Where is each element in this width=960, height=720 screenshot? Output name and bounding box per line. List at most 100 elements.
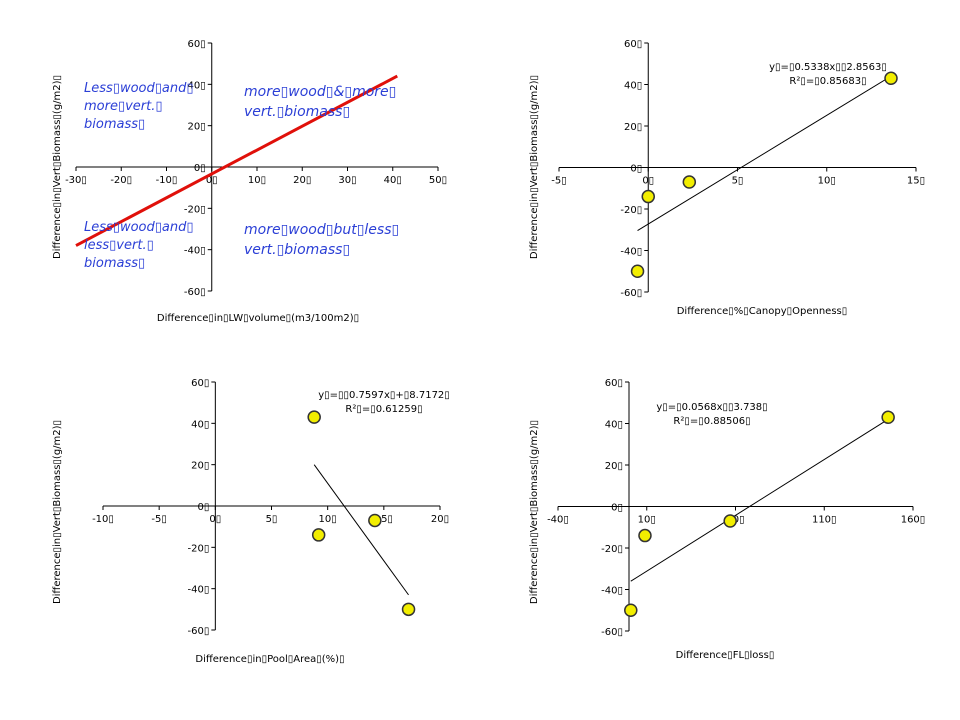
annotation-line: biomass▯ [84, 256, 145, 271]
y-tick-label: 40▯ [188, 80, 206, 91]
chart-panel-1: -60▯ -40▯ -20▯ 0▯ 20▯ 40▯ 60▯ -30▯ -20▯ -10▯ 0▯ 10▯… [52, 39, 447, 324]
x-tick-label: -40▯ [547, 515, 569, 526]
regression-equation: y▯=▯0.5338x▯▯2.8563▯ [769, 62, 887, 73]
x-tick-label: 20▯ [293, 175, 311, 186]
trend-line [637, 75, 892, 232]
annotation-line: more▯wood▯but▯less▯ [244, 222, 399, 238]
y-tick-label: -20▯ [184, 204, 206, 215]
x-tick-label: -20▯ [110, 175, 132, 186]
x-tick-label: 40▯ [384, 175, 402, 186]
x-tick-label: 15▯ [375, 514, 393, 525]
annotation-line: more▯wood▯&▯more▯ [244, 84, 396, 100]
x-tick-label: 0▯ [209, 514, 221, 525]
y-tick-label: 0▯ [197, 502, 209, 513]
data-point [307, 410, 321, 424]
y-tick-label: 60▯ [191, 378, 209, 389]
data-point [401, 602, 416, 617]
x-tick-label: 30▯ [338, 175, 356, 186]
annotation-line: biomass▯ [84, 117, 145, 132]
x-tick-label: -10▯ [92, 514, 114, 525]
trend-line [630, 418, 889, 582]
r-squared-label: R²▯=▯0.61259▯ [345, 404, 422, 415]
chart-panel-3: -60▯ -40▯ -20▯ 0▯ 20▯ 40▯ 60▯ -10▯ -5▯ 0▯ 5▯ 10▯ 15▯… [52, 378, 450, 665]
x-tick-label: 15▯ [907, 176, 925, 187]
trend-line [313, 464, 409, 596]
x-tick-label: -30▯ [65, 175, 87, 186]
y-tick-label: -60▯ [184, 287, 206, 298]
x-tick-label: 10▯ [248, 175, 266, 186]
chart-panel-4: -60▯-40▯-20▯0▯20▯40▯60▯-40▯10▯60▯110▯160… [529, 378, 925, 661]
y-tick-label: 20▯ [624, 122, 642, 133]
y-tick-label: -20▯ [187, 543, 209, 554]
data-point [368, 513, 382, 528]
x-axis-label: Difference▯%▯Canopy▯Openness▯ [677, 306, 848, 317]
x-axis-label: Difference▯in▯LW▯volume▯(m3/100m2)▯ [157, 313, 359, 324]
y-tick-label: -40▯ [601, 586, 623, 597]
data-point [881, 410, 895, 425]
y-axis-label: Difference▯in▯Vert▯Biomass▯(g/m2)▯ [529, 420, 540, 604]
x-tick-label: 110▯ [812, 515, 837, 526]
x-tick-label: -10▯ [156, 175, 178, 186]
y-tick-label: 60▯ [624, 39, 642, 50]
quadrant-annotation: Less▯wood▯and▯ less▯vert.▯ biomass▯ [84, 220, 194, 271]
annotation-line: Less▯wood▯and▯ [84, 220, 194, 235]
x-tick-label: 10▯ [638, 515, 656, 526]
y-tick-label: -40▯ [620, 247, 642, 258]
x-tick-label: 10▯ [818, 176, 836, 187]
data-point [630, 264, 645, 278]
y-axis-label: Difference▯in▯Vert▯Biomass▯(g/m2)▯ [52, 420, 63, 604]
annotation-line: more▯vert.▯ [84, 99, 163, 114]
y-tick-label: 20▯ [191, 461, 209, 472]
y-tick-label: -20▯ [620, 205, 642, 216]
y-tick-label: -60▯ [601, 627, 623, 638]
r-squared-label: R²▯=▯0.88506▯ [673, 416, 750, 427]
data-point [624, 603, 638, 617]
y-tick-label: -20▯ [601, 544, 623, 555]
data-point [641, 189, 655, 204]
quadrant-annotation: more▯wood▯but▯less▯ vert.▯biomass▯ [244, 222, 399, 258]
y-tick-label: 0▯ [630, 164, 642, 175]
y-tick-label: 60▯ [188, 39, 206, 50]
quadrant-annotation: more▯wood▯&▯more▯ vert.▯biomass▯ [244, 84, 396, 120]
y-tick-label: -60▯ [620, 288, 642, 299]
x-tick-label: 5▯ [732, 176, 744, 187]
y-axis-label: Difference▯in▯Vert▯Biomass▯(g/m2)▯ [529, 75, 540, 259]
y-tick-label: 20▯ [605, 461, 623, 472]
y-tick-label: -60▯ [187, 626, 209, 637]
y-tick-label: 40▯ [624, 81, 642, 92]
x-tick-label: 0▯ [206, 175, 218, 186]
y-tick-label: 0▯ [611, 503, 623, 514]
data-point [638, 528, 652, 543]
x-tick-label: -5▯ [151, 514, 166, 525]
quadrant-annotation: Less▯wood▯and▯ more▯vert.▯ biomass▯ [84, 81, 194, 132]
x-axis-label: Difference▯in▯Pool▯Area▯(%)▯ [195, 654, 344, 665]
annotation-line: less▯vert.▯ [84, 238, 154, 253]
y-tick-label: 40▯ [191, 419, 209, 430]
regression-equation: y▯=▯▯0.7597x▯+▯8.7172▯ [318, 390, 450, 401]
annotation-line: vert.▯biomass▯ [244, 242, 350, 258]
x-tick-label: 0▯ [642, 176, 654, 187]
r-squared-label: R²▯=▯0.85683▯ [789, 76, 866, 87]
x-tick-label: 160▯ [901, 515, 926, 526]
y-axis-label: Difference▯in▯Vert▯Biomass▯(g/m2)▯ [52, 75, 63, 259]
chart-panel-2: -60▯ -40▯ -20▯ 0▯ 20▯ 40▯ 60▯ -5▯ 0▯ 5▯ 10▯ 15▯ Diff… [529, 39, 925, 317]
annotation-line: vert.▯biomass▯ [244, 104, 350, 120]
annotation-line: Less▯wood▯and▯ [84, 81, 194, 96]
data-point [682, 175, 697, 189]
x-tick-label: 20▯ [431, 514, 449, 525]
x-tick-label: 5▯ [266, 514, 278, 525]
x-tick-label: -5▯ [551, 176, 566, 187]
x-tick-label: 10▯ [319, 514, 337, 525]
x-tick-label: 50▯ [429, 175, 447, 186]
y-tick-label: 0▯ [194, 163, 206, 174]
regression-equation: y▯=▯0.0568x▯▯3.738▯ [656, 402, 767, 413]
y-tick-label: -40▯ [184, 246, 206, 257]
series-line [75, 74, 398, 247]
y-tick-label: 20▯ [188, 122, 206, 133]
y-tick-label: 40▯ [605, 420, 623, 431]
x-axis-label: Difference▯FL▯loss▯ [676, 650, 775, 661]
y-tick-label: 60▯ [605, 378, 623, 389]
data-point [723, 514, 737, 528]
data-point [311, 528, 326, 542]
